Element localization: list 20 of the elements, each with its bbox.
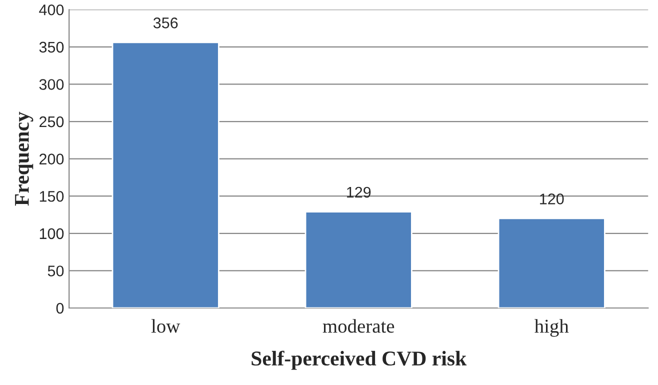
y-tick-label: 100 (40, 228, 64, 240)
x-axis-title: Self-perceived CVD risk (252, 350, 467, 370)
y-tick-label: 400 (39, 4, 64, 16)
x-tick-label: low (151, 319, 180, 333)
y-tick-label: 200 (40, 154, 64, 164)
data-label: 120 (540, 194, 564, 204)
data-label: 356 (153, 17, 178, 28)
bar (498, 218, 606, 308)
y-tick-label: 350 (39, 42, 64, 53)
data-label: 129 (347, 186, 371, 198)
x-tick-label: high (534, 319, 569, 337)
y-axis-title: Frequency (15, 112, 34, 206)
y-tick-label: 150 (40, 190, 64, 202)
y-tick-label: 300 (39, 79, 64, 90)
y-tick-label: 250 (40, 116, 64, 128)
x-tick-label: moderate (322, 319, 394, 333)
bar (304, 211, 412, 308)
bar (112, 42, 220, 308)
y-tick-label: 50 (48, 266, 64, 276)
y-tick-label: 0 (56, 302, 64, 314)
